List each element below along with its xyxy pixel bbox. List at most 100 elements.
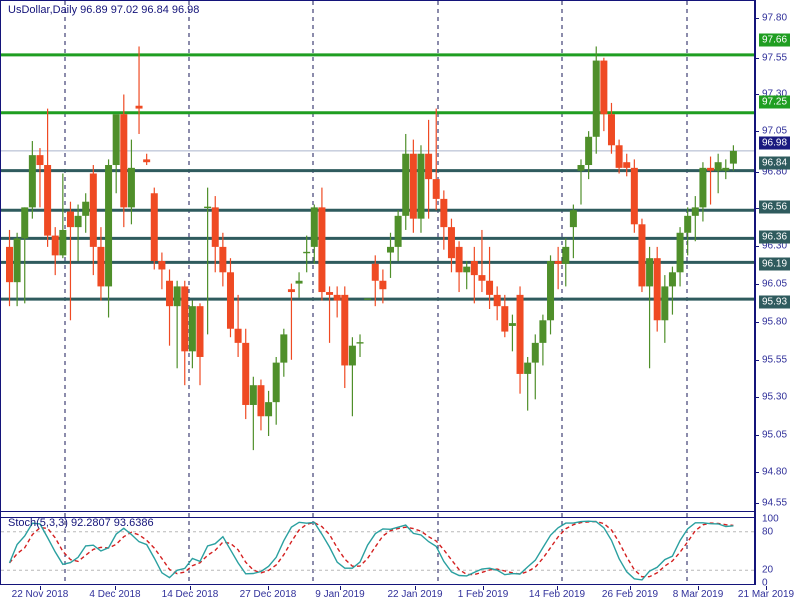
- candle-body[interactable]: [722, 167, 730, 171]
- price-axis[interactable]: 97.8097.5597.3097.0596.8096.5596.3096.05…: [755, 0, 800, 600]
- candle-body[interactable]: [356, 342, 364, 344]
- candle-body[interactable]: [112, 114, 120, 166]
- candle-body[interactable]: [638, 224, 646, 287]
- candle-body[interactable]: [463, 266, 471, 273]
- candle-body[interactable]: [234, 328, 242, 343]
- candle-body[interactable]: [501, 306, 509, 332]
- candle-body[interactable]: [676, 232, 684, 273]
- candle-body[interactable]: [478, 275, 486, 281]
- candle-body[interactable]: [158, 261, 166, 270]
- candle-body[interactable]: [105, 165, 113, 287]
- candle-body[interactable]: [66, 211, 74, 228]
- candle-body[interactable]: [272, 362, 280, 403]
- candle-body[interactable]: [653, 258, 661, 321]
- candle-body[interactable]: [440, 198, 448, 228]
- candle-body[interactable]: [554, 261, 562, 264]
- candle-body[interactable]: [425, 153, 433, 180]
- candle-body[interactable]: [455, 246, 463, 273]
- candle-body[interactable]: [493, 294, 501, 307]
- candle-body[interactable]: [394, 215, 402, 247]
- price-level-label-support[interactable]: 96.19: [759, 257, 791, 271]
- candle-body[interactable]: [661, 286, 669, 321]
- candle-body[interactable]: [150, 193, 158, 261]
- candle-body[interactable]: [211, 207, 219, 247]
- candle-body[interactable]: [577, 165, 585, 171]
- candle-body[interactable]: [508, 323, 516, 326]
- price-level-label-resistance[interactable]: 97.66: [759, 33, 791, 47]
- candle-body[interactable]: [592, 60, 600, 137]
- candle-body[interactable]: [173, 286, 181, 307]
- candle-body[interactable]: [36, 155, 44, 166]
- candle-body[interactable]: [348, 345, 356, 366]
- candle-body[interactable]: [13, 238, 21, 283]
- candle-body[interactable]: [607, 114, 615, 146]
- candle-body[interactable]: [6, 246, 13, 283]
- candle-body[interactable]: [310, 207, 318, 247]
- candle-body[interactable]: [364, 298, 372, 300]
- candle-body[interactable]: [219, 246, 227, 273]
- candle-body[interactable]: [371, 263, 379, 281]
- candle-body[interactable]: [470, 261, 478, 276]
- candle-body[interactable]: [120, 114, 128, 208]
- candle-body[interactable]: [668, 272, 676, 287]
- candle-body[interactable]: [59, 229, 67, 256]
- candle-body[interactable]: [265, 402, 273, 417]
- candle-body[interactable]: [196, 306, 204, 357]
- candle-body[interactable]: [409, 153, 417, 219]
- candle-body[interactable]: [531, 342, 539, 363]
- candle-body[interactable]: [600, 60, 608, 115]
- candle-body[interactable]: [417, 153, 425, 219]
- candle-body[interactable]: [699, 167, 707, 208]
- candle-body[interactable]: [547, 261, 555, 321]
- candle-body[interactable]: [143, 159, 151, 163]
- price-level-label-current[interactable]: 96.98: [759, 136, 791, 150]
- candle-body[interactable]: [226, 272, 234, 329]
- candle-body[interactable]: [333, 294, 341, 301]
- price-level-label-support[interactable]: 96.84: [759, 156, 791, 170]
- candle-body[interactable]: [188, 306, 196, 352]
- candle-body[interactable]: [447, 227, 455, 259]
- candle-body[interactable]: [432, 179, 440, 199]
- candle-body[interactable]: [615, 145, 623, 168]
- candle-body[interactable]: [623, 162, 631, 168]
- candle-body[interactable]: [341, 294, 349, 366]
- candle-body[interactable]: [166, 280, 174, 307]
- candle-body[interactable]: [585, 136, 593, 166]
- candle-body[interactable]: [569, 210, 577, 228]
- candle-body[interactable]: [303, 251, 311, 254]
- candle-body[interactable]: [402, 153, 410, 216]
- candle-body[interactable]: [524, 362, 532, 374]
- candle-body[interactable]: [135, 105, 143, 109]
- candle-body[interactable]: [714, 162, 722, 171]
- candle-body[interactable]: [326, 292, 334, 295]
- candle-body[interactable]: [287, 289, 295, 293]
- candle-body[interactable]: [89, 173, 97, 247]
- candle-body[interactable]: [28, 155, 36, 208]
- candle-body[interactable]: [684, 215, 692, 233]
- candle-body[interactable]: [691, 207, 699, 216]
- candle-body[interactable]: [516, 294, 524, 374]
- candle-body[interactable]: [486, 280, 494, 295]
- candle-body[interactable]: [562, 246, 570, 264]
- candle-body[interactable]: [242, 342, 250, 405]
- candle-body[interactable]: [181, 286, 189, 352]
- candle-body[interactable]: [257, 385, 265, 417]
- candle-body[interactable]: [82, 201, 90, 216]
- candle-body[interactable]: [318, 207, 326, 293]
- candle-body[interactable]: [74, 215, 82, 228]
- candle-body[interactable]: [646, 258, 654, 287]
- candle-body[interactable]: [630, 167, 638, 225]
- price-level-label-support[interactable]: 95.93: [759, 295, 791, 309]
- candle-body[interactable]: [97, 246, 105, 287]
- candle-body[interactable]: [249, 385, 257, 405]
- candle-body[interactable]: [280, 334, 288, 363]
- candle-body[interactable]: [539, 320, 547, 343]
- price-level-label-resistance[interactable]: 97.25: [759, 95, 791, 109]
- candle-body[interactable]: [21, 207, 29, 239]
- candle-body[interactable]: [51, 235, 59, 256]
- price-level-label-support[interactable]: 96.36: [759, 230, 791, 244]
- candle-body[interactable]: [127, 167, 135, 208]
- price-level-label-support[interactable]: 96.56: [759, 200, 791, 214]
- candle-body[interactable]: [204, 206, 212, 209]
